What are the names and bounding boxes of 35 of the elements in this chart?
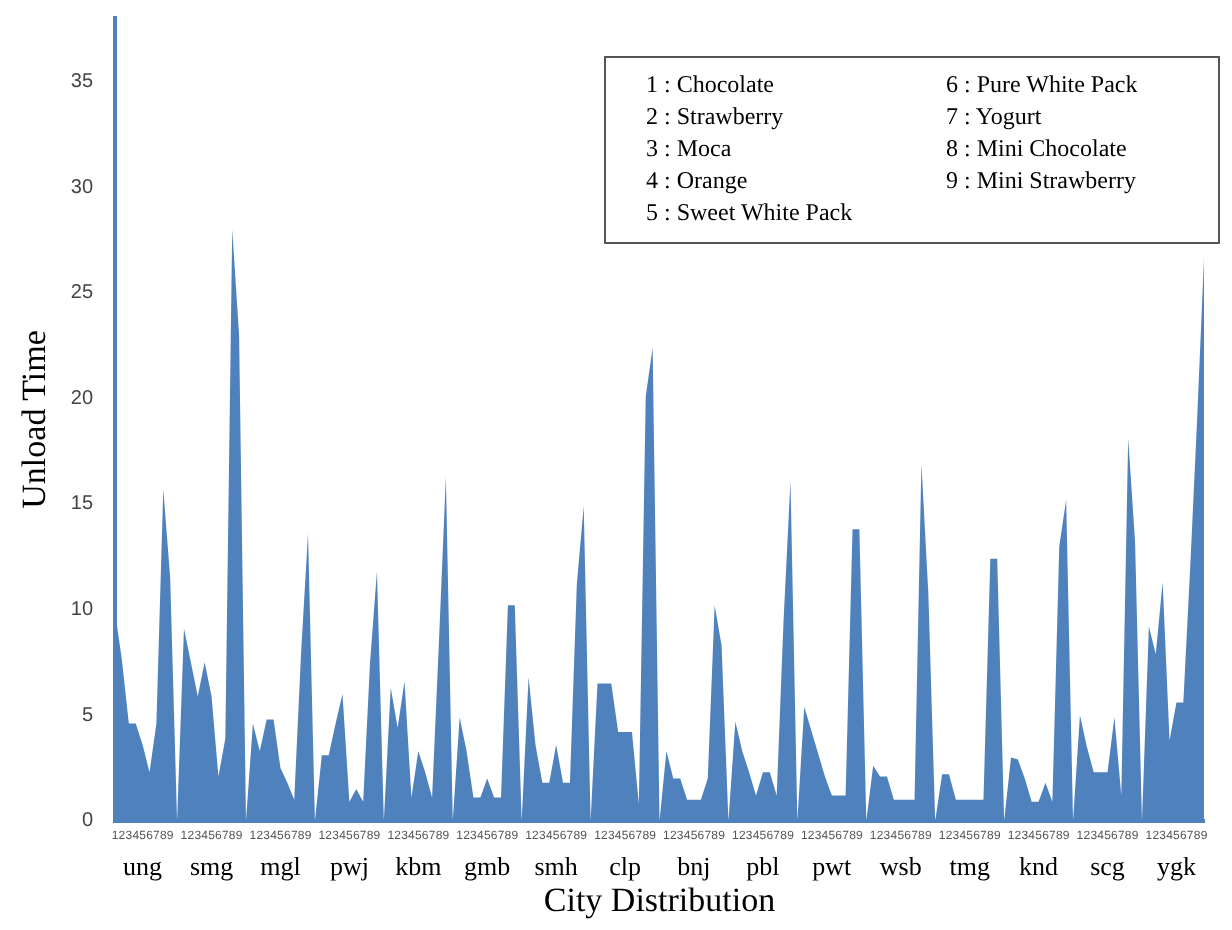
annotation: 9 : Mini Strawberry (946, 166, 1138, 198)
text: gmb (464, 850, 511, 881)
y-tick-label: 5 (81, 704, 94, 727)
text: smh (534, 850, 579, 881)
text: scg (1090, 850, 1126, 881)
text: pwj (329, 850, 369, 881)
y-tick-label: 10 (70, 599, 94, 622)
text: kbm (395, 850, 442, 881)
annotation: 2 : Strawberry (646, 102, 786, 134)
y-tick-label: 35 (70, 70, 94, 93)
text: pbl (746, 850, 781, 881)
text: knd (1019, 850, 1060, 881)
annotation: 3 : Moca (646, 134, 734, 166)
y-tick-label: 25 (70, 282, 94, 305)
y-tick-label: 15 (70, 493, 94, 516)
x-axis-title: City Distribution (543, 880, 777, 919)
annotation: 1 : Chocolate (646, 70, 776, 102)
annotation: 7 : Yogurt (946, 102, 1044, 134)
annotation: 8 : Mini Chocolate (946, 134, 1129, 166)
y-axis-title: Unload Time (15, 330, 54, 509)
text: tmg (949, 850, 991, 881)
text: smg (189, 850, 235, 881)
text: bnj (677, 850, 711, 881)
text: ung (123, 850, 164, 881)
y-tick-label: 0 (81, 810, 94, 833)
y-tick-label: 20 (70, 387, 94, 410)
text: clp (609, 850, 641, 881)
y-tick-label: 30 (70, 176, 94, 199)
annotation: 5 : Sweet White Pack (646, 198, 855, 230)
annotation: 4 : Orange (646, 166, 750, 198)
text: mgl (260, 850, 302, 881)
annotation: 6 : Pure White Pack (946, 70, 1140, 102)
text: wsb (879, 850, 922, 881)
text: pwt (812, 850, 853, 881)
text: ygk (1156, 850, 1197, 881)
